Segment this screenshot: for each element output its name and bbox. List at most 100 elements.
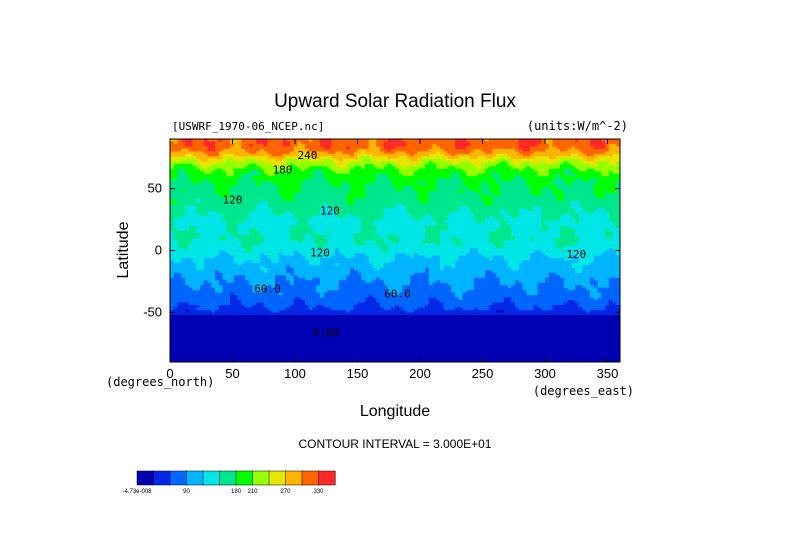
- heatmap-cell: [425, 255, 434, 259]
- heatmap-cell: [196, 230, 227, 234]
- heatmap-cell: [331, 255, 347, 259]
- heatmap-cell: [552, 191, 565, 195]
- heatmap-cell: [305, 257, 321, 262]
- heatmap-cell: [335, 213, 347, 217]
- heatmap-cell: [481, 193, 486, 197]
- heatmap-cell: [248, 151, 257, 155]
- heatmap-cell: [372, 220, 437, 224]
- heatmap-cell: [173, 307, 197, 311]
- heatmap-cell: [485, 161, 501, 165]
- heatmap-cell: [428, 195, 482, 200]
- heatmap-cell: [275, 173, 314, 177]
- heatmap-cell: [462, 292, 527, 296]
- heatmap-cell: [533, 193, 542, 197]
- heatmap-cell: [376, 230, 426, 234]
- heatmap-cell: [278, 193, 295, 197]
- heatmap-cell: [440, 240, 456, 244]
- heatmap-cell: [578, 200, 620, 205]
- heatmap-cell: [575, 228, 606, 232]
- heatmap-cell: [567, 183, 572, 187]
- heatmap-cell: [421, 200, 430, 205]
- heatmap-cell: [376, 228, 426, 232]
- heatmap-cell: [560, 188, 595, 192]
- heatmap-cell: [286, 270, 295, 274]
- heatmap-cell: [222, 153, 235, 157]
- x-tick-label: 350: [597, 366, 619, 381]
- heatmap-cell: [293, 300, 306, 304]
- heatmap-cell: [608, 300, 614, 304]
- heatmap-cell: [170, 354, 620, 358]
- heatmap-cell: [297, 250, 336, 254]
- heatmap-cell: [312, 215, 340, 219]
- heatmap-cell: [410, 280, 430, 284]
- heatmap-cell: [548, 143, 554, 148]
- heatmap-cell: [316, 243, 329, 247]
- heatmap-cell: [350, 272, 362, 276]
- heatmap-cell: [353, 235, 381, 239]
- heatmap-cell: [170, 240, 179, 244]
- heatmap-cell: [485, 255, 494, 259]
- heatmap-cell: [267, 270, 287, 274]
- heatmap-cell: [597, 163, 614, 167]
- heatmap-cell: [256, 183, 261, 187]
- heatmap-cell: [470, 210, 501, 214]
- heatmap-cell: [207, 166, 246, 170]
- heatmap-cell: [188, 228, 197, 232]
- heatmap-cell: [170, 143, 186, 148]
- heatmap-cell: [567, 161, 584, 165]
- heatmap-cell: [361, 158, 374, 162]
- heatmap-cell: [181, 260, 194, 264]
- heatmap-cell: [421, 243, 426, 247]
- heatmap-cell: [492, 148, 516, 152]
- heatmap-cell: [443, 302, 494, 306]
- heatmap-cell: [440, 300, 505, 304]
- heatmap-cell: [241, 300, 295, 304]
- heatmap-cell: [376, 143, 385, 148]
- heatmap-cell: [447, 156, 460, 160]
- heatmap-cell: [365, 186, 396, 190]
- heatmap-cell: [248, 143, 254, 148]
- heatmap-cell: [575, 255, 595, 259]
- heatmap-cell: [170, 183, 216, 187]
- heatmap-cell: [522, 285, 539, 289]
- heatmap-cell: [556, 272, 620, 276]
- heatmap-cell: [293, 302, 306, 306]
- heatmap-cell: [578, 203, 620, 207]
- heatmap-cell: [320, 248, 325, 252]
- heatmap-cell: [323, 158, 332, 162]
- heatmap-cell: [417, 181, 426, 185]
- heatmap-cell: [248, 280, 276, 284]
- heatmap-cell: [440, 243, 456, 247]
- heatmap-cell: [605, 233, 614, 237]
- heatmap-cell: [215, 255, 235, 259]
- heatmap-cell: [515, 148, 524, 152]
- heatmap-cell: [470, 250, 479, 254]
- heatmap-cell: [492, 203, 572, 207]
- heatmap-cell: [391, 181, 419, 185]
- heatmap-cell: [548, 168, 565, 172]
- heatmap-cell: [248, 282, 276, 286]
- heatmap-cell: [215, 186, 231, 190]
- heatmap-cell: [361, 275, 411, 279]
- heatmap-cell: [473, 282, 501, 286]
- heatmap-cell: [511, 161, 524, 165]
- heatmap-cell: [245, 277, 276, 281]
- heatmap-cell: [466, 186, 482, 190]
- heatmap-cell: [320, 292, 325, 296]
- heatmap-cell: [485, 139, 490, 143]
- heatmap-cell: [361, 223, 374, 227]
- heatmap-cell: [196, 210, 209, 214]
- heatmap-cell: [541, 228, 550, 232]
- heatmap-cell: [290, 282, 295, 286]
- heatmap-cell: [181, 139, 194, 143]
- heatmap-cell: [286, 267, 295, 271]
- heatmap-cell: [252, 290, 265, 294]
- heatmap-cell: [402, 287, 452, 291]
- heatmap-cell: [387, 176, 452, 180]
- heatmap-cell: [601, 252, 617, 257]
- heatmap-cell: [260, 233, 291, 237]
- heatmap-cell: [200, 235, 220, 239]
- heatmap-cell: [353, 252, 366, 257]
- heatmap-cell: [608, 191, 617, 195]
- heatmap-cell: [608, 143, 617, 148]
